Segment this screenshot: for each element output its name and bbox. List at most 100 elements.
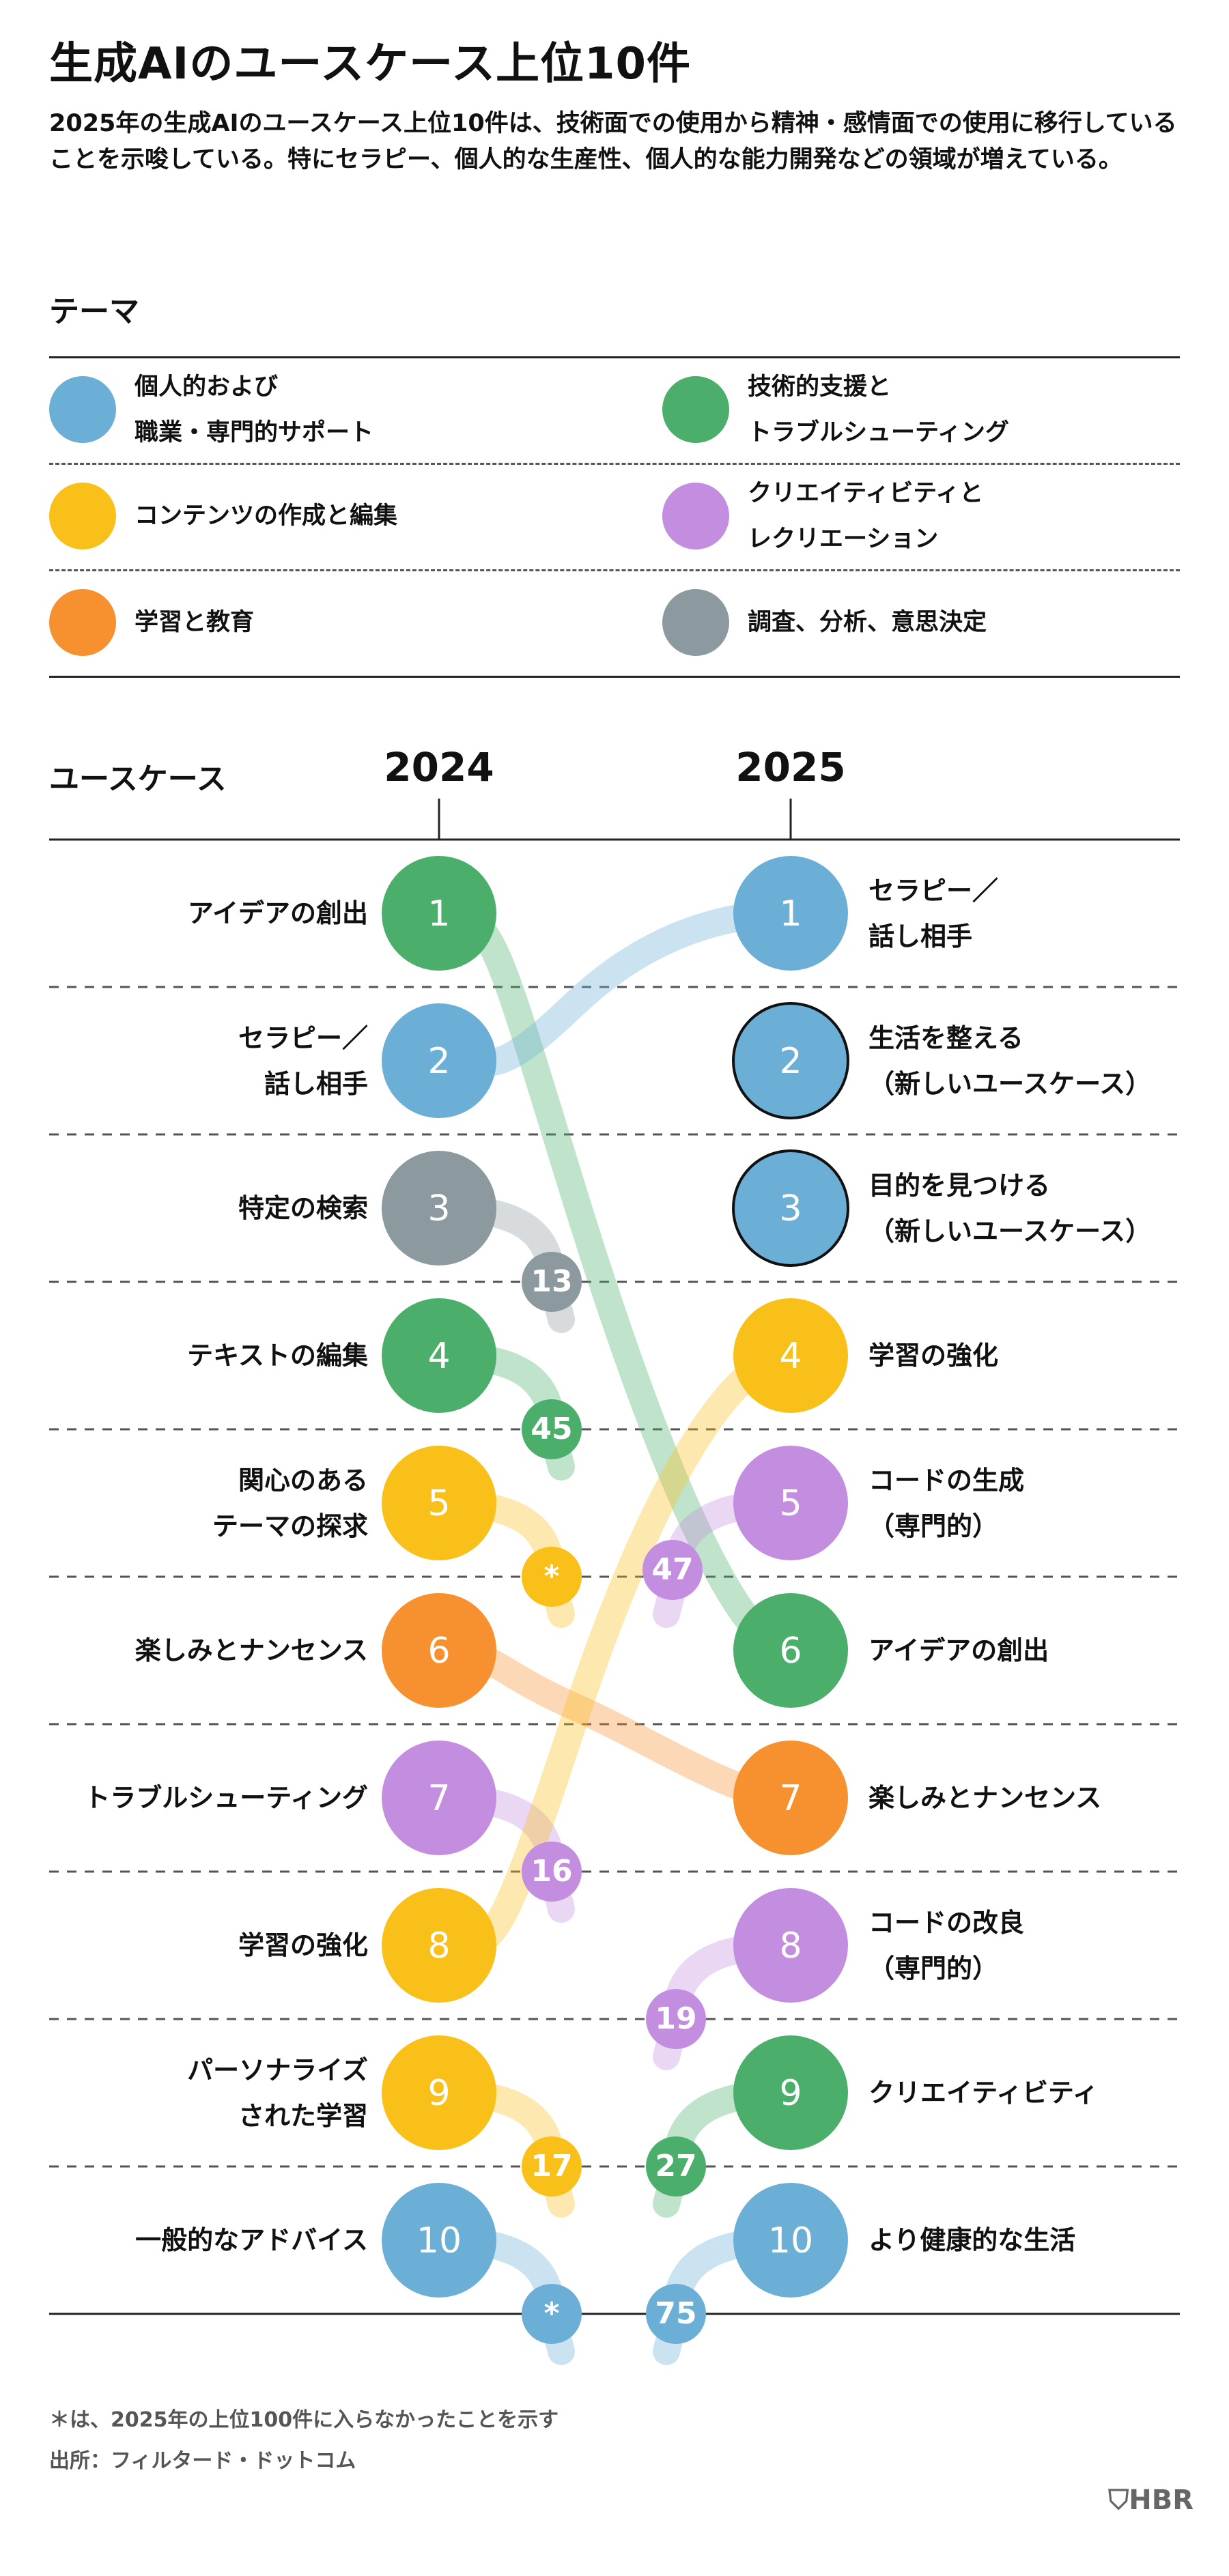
use-case-2025-label: セラピー／ 話し相手 <box>868 876 999 951</box>
year-2025-label: 2025 <box>735 744 846 790</box>
legend-label: 調査、分析、意思決定 <box>748 609 987 636</box>
rank-circle-2025-label: 1 <box>779 893 802 934</box>
legend-swatch <box>49 483 116 549</box>
rank-circle-2024-label: 10 <box>416 2220 462 2261</box>
use-case-2025-label: クリエイティビティ <box>868 2078 1099 2108</box>
flow-stub <box>425 1489 575 1628</box>
rank-circle-2025-label: 7 <box>779 1778 802 1819</box>
brand-logo: ⛉HBR <box>1108 2485 1193 2516</box>
brand-text: HBR <box>1129 2485 1193 2516</box>
rank-marker-small <box>646 1989 706 2049</box>
rank-marker-small <box>642 1540 703 1600</box>
rank-marker-label: 17 <box>531 2149 572 2184</box>
use-case-2024-label: テキストの編集 <box>187 1341 368 1371</box>
legend-rule <box>49 676 1180 678</box>
rank-marker-label: 75 <box>655 2296 696 2331</box>
legend-heading: テーマ <box>49 294 139 329</box>
rank-marker-small <box>646 2136 706 2196</box>
rank-circle-2024 <box>382 1003 496 1118</box>
legend-swatch <box>662 483 729 549</box>
rank-circle-2025 <box>733 1298 848 1413</box>
use-case-2025-label: 学習の強化 <box>868 1341 999 1371</box>
use-case-2024-label: 楽しみとナンセンス <box>135 1635 368 1665</box>
rank-circle-2025-new <box>732 1149 849 1267</box>
use-case-2024-label: 学習の強化 <box>238 1930 368 1960</box>
rank-circle-2025 <box>733 1741 848 1855</box>
rank-circle-2024-label: 6 <box>427 1631 450 1672</box>
use-case-2025-label: より健康的な生活 <box>868 2225 1076 2255</box>
use-case-2025-label: 楽しみとナンセンス <box>868 1783 1102 1813</box>
rank-circle-2025-label: 10 <box>768 2220 813 2261</box>
use-case-2025-label: 生活を整える （新しいユースケース） <box>868 1023 1152 1099</box>
use-case-2024-label: トラブルシューティング <box>84 1783 368 1813</box>
rank-circle-2024-label: 5 <box>427 1483 450 1524</box>
rank-circle-2025-label: 5 <box>779 1483 802 1524</box>
rank-circle-2025-label: 2 <box>779 1041 802 1082</box>
legend-label: 技術的支援と トラブルシューティング <box>748 373 1009 446</box>
flow-band <box>425 1342 804 1960</box>
rank-circle-2024-label: 4 <box>427 1336 450 1377</box>
legend-divider <box>49 463 1180 465</box>
rank-circle-2024 <box>382 1151 496 1265</box>
rank-circle-2024 <box>382 2183 496 2298</box>
rank-circle-2024-label: 9 <box>427 2073 450 2114</box>
use-case-2024-label: パーソナライズ された学習 <box>187 2055 368 2131</box>
flow-band <box>425 900 804 1664</box>
year-2024-label: 2024 <box>384 744 494 790</box>
rank-marker-small <box>522 1842 582 1902</box>
use-case-2025-label: コードの改良 （専門的） <box>868 1908 1025 1984</box>
rank-circle-2025 <box>733 1888 848 2003</box>
flow-stub <box>425 1342 575 1480</box>
flow-stub <box>653 1489 804 1628</box>
rank-circle-2024 <box>382 1298 496 1413</box>
use-case-2024-label: 一般的なアドバイス <box>135 2225 368 2255</box>
rank-marker-label: 27 <box>655 2149 696 2184</box>
legend-rule <box>49 356 1180 358</box>
use-case-2024-label: 関心のある テーマの探求 <box>212 1465 368 1541</box>
rank-marker-label: 16 <box>531 1854 572 1889</box>
legend-swatch <box>662 376 729 443</box>
flow-stub <box>425 2227 575 2365</box>
use-case-2024-label: アイデアの創出 <box>187 898 368 928</box>
legend-swatch <box>662 589 729 656</box>
flow-stub <box>653 2227 804 2365</box>
rank-circle-2024 <box>382 1446 496 1560</box>
section-label: ユースケース <box>49 762 227 797</box>
rank-marker-small <box>522 2136 582 2196</box>
legend-label: クリエイティビティと レクリエーション <box>748 480 984 553</box>
legend-swatch <box>49 376 116 443</box>
rank-circle-2024 <box>382 1593 496 1708</box>
rank-circle-2024 <box>382 1888 496 2003</box>
rank-circle-2025-label: 3 <box>779 1188 802 1229</box>
flow-band <box>425 1637 804 1812</box>
legend-label: 個人的および 職業・専門的サポート <box>135 373 374 446</box>
legend-label: 学習と教育 <box>135 609 255 636</box>
chart-title: 生成AIのユースケース上位10件 <box>49 39 692 89</box>
legend-swatch <box>49 589 116 656</box>
use-case-2024-label: セラピー／ 話し相手 <box>238 1023 368 1099</box>
rank-marker-label: * <box>543 1559 559 1594</box>
rank-circle-2025 <box>733 856 848 971</box>
use-case-2025-label: 目的を見つける （新しいユースケース） <box>868 1171 1152 1246</box>
rank-circle-2025-label: 9 <box>779 2073 802 2114</box>
use-case-2024-label: 特定の検索 <box>238 1193 368 1223</box>
flow-stub <box>425 1194 575 1333</box>
rank-circle-2025 <box>733 2035 848 2150</box>
rank-circle-2024-label: 2 <box>427 1041 450 1082</box>
rank-circle-2025 <box>733 1446 848 1560</box>
rank-marker-label: 47 <box>651 1552 693 1587</box>
chart-subtitle: 2025年の生成AIのユースケース上位10件は、技術面での使用から精神・感情面で… <box>49 110 1177 174</box>
footnote: ＊は、2025年の上位100件に入らなかったことを示す <box>49 2408 559 2432</box>
rank-circle-2024-label: 8 <box>427 1926 450 1966</box>
rank-circle-2024 <box>382 1741 496 1855</box>
flow-stub <box>425 2079 575 2218</box>
rank-marker-small <box>522 1252 582 1312</box>
rank-marker-label: 45 <box>531 1412 572 1446</box>
rank-circle-2025 <box>733 2183 848 2298</box>
rank-marker-small <box>522 1399 582 1459</box>
rank-circle-2025-label: 8 <box>779 1926 802 1966</box>
rank-circle-2024 <box>382 2035 496 2150</box>
rank-circle-2024-label: 3 <box>427 1188 450 1229</box>
rank-marker-label: 13 <box>531 1264 572 1299</box>
rank-circle-2024-label: 1 <box>427 893 450 934</box>
